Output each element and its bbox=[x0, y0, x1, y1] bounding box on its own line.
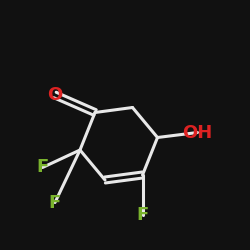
Text: F: F bbox=[36, 158, 48, 176]
Text: O: O bbox=[48, 86, 62, 104]
Text: F: F bbox=[49, 194, 61, 212]
Text: OH: OH bbox=[182, 124, 212, 142]
Text: F: F bbox=[136, 206, 148, 224]
